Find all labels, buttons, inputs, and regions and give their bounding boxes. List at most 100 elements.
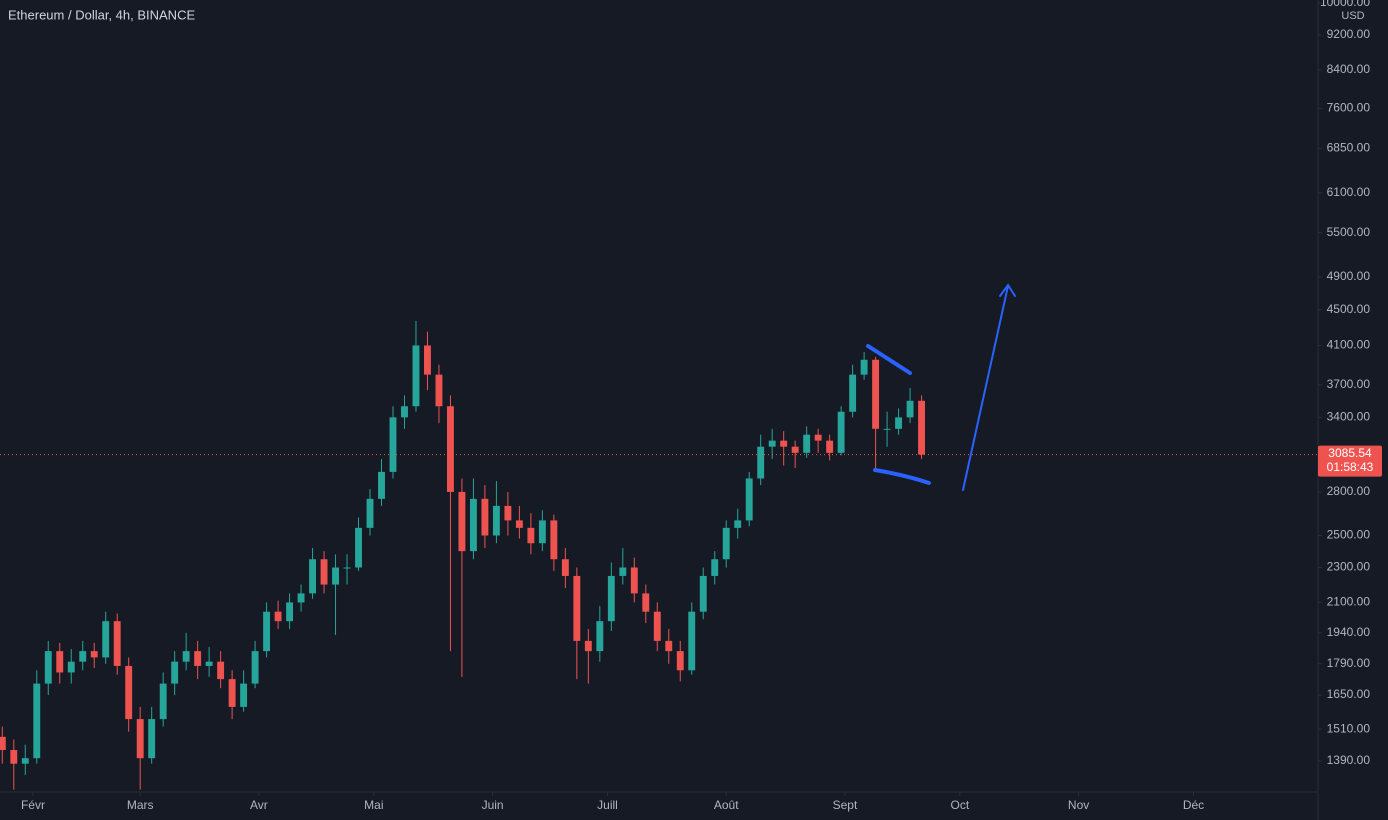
candle-body xyxy=(21,758,29,764)
x-tick-label: Oct xyxy=(951,798,970,812)
y-tick-label: 4900.00 xyxy=(1327,269,1371,283)
candle-body xyxy=(849,374,857,412)
candle-body xyxy=(607,575,615,622)
x-tick-label: Sept xyxy=(833,798,858,812)
y-tick-label: 4500.00 xyxy=(1327,302,1371,316)
candle-body xyxy=(780,440,788,447)
candle-body xyxy=(389,417,397,472)
last-price-box xyxy=(1318,445,1382,477)
candle-body xyxy=(665,640,673,652)
candle-body xyxy=(435,374,443,407)
x-tick-label: Août xyxy=(714,798,739,812)
candle-body xyxy=(619,567,627,576)
x-tick-label: Juill xyxy=(597,798,618,812)
candle-body xyxy=(148,719,156,759)
candle-body xyxy=(906,400,914,418)
candle-body xyxy=(251,651,259,684)
candle-body xyxy=(757,446,765,479)
candle-body xyxy=(171,661,179,684)
candle-body xyxy=(102,621,110,658)
candle-body xyxy=(492,505,500,536)
candle-body xyxy=(412,345,420,407)
candle-body xyxy=(0,736,6,751)
x-tick-label: Avr xyxy=(250,798,268,812)
y-tick-label: 1940.00 xyxy=(1327,625,1371,639)
y-tick-label: 2800.00 xyxy=(1327,484,1371,498)
candle-body xyxy=(837,411,845,453)
candle-body xyxy=(401,406,408,418)
candle-body xyxy=(596,621,604,652)
candle-body xyxy=(136,719,144,759)
candle-body xyxy=(205,661,213,666)
y-tick-label: 4100.00 xyxy=(1327,338,1371,352)
candle-body xyxy=(217,661,225,680)
candle-body xyxy=(826,440,834,453)
candle-body xyxy=(688,611,696,671)
countdown-label: 01:58:43 xyxy=(1327,460,1374,474)
candle-body xyxy=(159,683,167,720)
candle-body xyxy=(745,478,753,521)
x-tick-label: Févr xyxy=(21,798,45,812)
candle-body xyxy=(860,359,868,375)
x-tick-label: Mai xyxy=(364,798,383,812)
y-tick-label: 10000.00 xyxy=(1320,0,1370,9)
y-tick-label: 2300.00 xyxy=(1327,560,1371,574)
candle-body xyxy=(10,750,18,764)
candle-body xyxy=(527,527,535,544)
candle-body xyxy=(366,498,374,528)
y-tick-label: 3700.00 xyxy=(1327,377,1371,391)
candle-body xyxy=(676,651,684,671)
chart-title: Ethereum / Dollar, 4h, BINANCE xyxy=(8,7,195,22)
candle-body xyxy=(320,559,328,585)
candle-body xyxy=(90,651,98,658)
candle-body xyxy=(642,593,650,612)
y-tick-label: 1790.00 xyxy=(1327,656,1371,670)
candle-body xyxy=(56,651,64,673)
y-tick-label: 7600.00 xyxy=(1327,101,1371,115)
y-tick-label: 2100.00 xyxy=(1327,595,1371,609)
candle-body xyxy=(378,471,385,499)
candle-body xyxy=(33,683,41,759)
candle-body xyxy=(895,417,903,429)
candle-body xyxy=(481,498,489,536)
x-tick-label: Mars xyxy=(127,798,154,812)
candle-body xyxy=(125,665,133,720)
y-tick-label: 6100.00 xyxy=(1327,185,1371,199)
candle-body xyxy=(355,527,362,568)
candle-body xyxy=(918,400,926,455)
candle-body xyxy=(515,520,523,528)
plot-area xyxy=(0,320,1318,790)
candle-body xyxy=(630,567,638,594)
candle-body xyxy=(653,611,661,641)
candle-body xyxy=(182,651,190,662)
candle-body xyxy=(734,520,742,528)
candle-body xyxy=(791,446,799,453)
arrow xyxy=(962,285,1009,491)
y-tick-label: 1510.00 xyxy=(1327,721,1371,735)
candle-body xyxy=(67,661,75,673)
x-tick-label: Juin xyxy=(482,798,504,812)
candle-body xyxy=(573,575,581,641)
candle-body xyxy=(343,567,351,569)
candle-body xyxy=(699,575,707,612)
unit-box xyxy=(1339,9,1367,23)
last-price-label: 3085.54 xyxy=(1328,446,1372,460)
candle-body xyxy=(113,621,121,666)
candle-body xyxy=(768,440,776,447)
candle-body xyxy=(803,434,811,453)
candle-body xyxy=(263,611,271,652)
candle-body xyxy=(504,505,512,521)
candle-body xyxy=(458,491,466,552)
candle-body xyxy=(561,559,569,576)
candle-body xyxy=(872,359,880,429)
candle-body xyxy=(79,651,87,662)
candle-body xyxy=(332,567,339,585)
x-tick-label: Nov xyxy=(1068,798,1089,812)
candle-body xyxy=(228,679,236,707)
trend-line xyxy=(866,344,912,375)
candle-body xyxy=(194,651,202,666)
candle-body xyxy=(240,683,248,707)
candle-body xyxy=(538,520,546,544)
trend-line xyxy=(873,468,931,485)
